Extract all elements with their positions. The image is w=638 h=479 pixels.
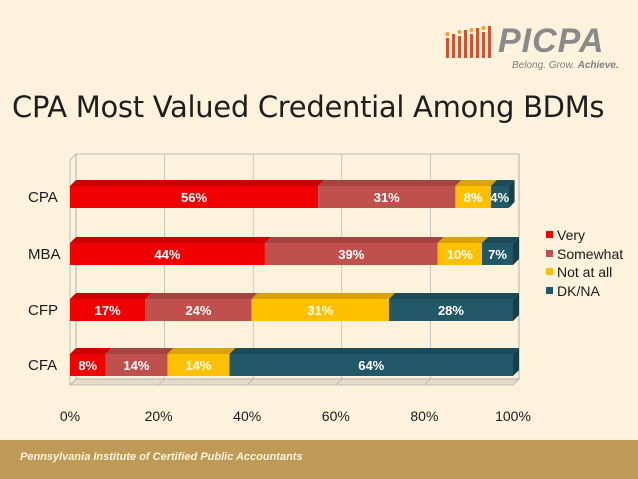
data-label: 10% <box>447 247 473 262</box>
bar-segment <box>251 299 389 321</box>
data-label: 31% <box>374 190 400 205</box>
data-label: 39% <box>338 247 364 262</box>
bar-segment <box>70 243 265 265</box>
data-label: 14% <box>123 358 149 373</box>
stacked-bar-chart: 0% 20% 40% 60% 80% 100% CPA 56% 31% 8% 4% MBA 44% 39%… <box>28 153 623 424</box>
data-label: 31% <box>307 303 333 318</box>
legend-label: DK/NA <box>557 283 600 299</box>
footer-text: Pennsylvania Institute of Certified Publ… <box>20 451 303 463</box>
bar-segment <box>481 243 513 265</box>
gridline-floor <box>158 378 165 386</box>
bar-top-face <box>388 293 519 299</box>
people-icon <box>445 26 491 58</box>
data-label: 28% <box>438 303 464 318</box>
gridline-floor <box>335 378 343 386</box>
bar-segment <box>167 354 230 376</box>
x-tick-label: 80% <box>410 408 438 424</box>
legend-swatch <box>546 268 553 275</box>
bar-top-face <box>251 293 395 299</box>
bar-top-face <box>70 237 271 243</box>
data-label: 56% <box>181 190 207 205</box>
bar-segment <box>264 243 438 265</box>
bar-segment <box>455 186 491 208</box>
bar-top-face <box>455 180 497 186</box>
bar-top-face <box>70 348 112 354</box>
bar-top-face <box>481 237 519 243</box>
logo-wordmark: PICPA <box>498 22 605 60</box>
bar-segment <box>70 186 319 208</box>
data-label: 64% <box>358 358 384 373</box>
bar-segment <box>70 299 146 321</box>
legend-swatch <box>546 250 553 257</box>
gridline-floor <box>69 378 77 386</box>
bar-segment <box>388 299 513 321</box>
category-label: CFP <box>28 302 58 319</box>
bar-side-face <box>513 293 519 321</box>
category-label: CFA <box>28 357 57 374</box>
bar-segment <box>105 354 168 376</box>
bar-side-face <box>508 180 515 208</box>
gridline-floor <box>246 378 254 386</box>
bar-top-face <box>490 180 515 186</box>
x-tick-label: 0% <box>60 408 80 424</box>
legend-label: Somewhat <box>557 246 623 262</box>
data-label: 8% <box>78 358 97 373</box>
plot-edge <box>69 153 77 161</box>
x-tick-label: 100% <box>495 408 531 424</box>
bar-segment <box>229 354 514 376</box>
data-label: 24% <box>185 303 211 318</box>
x-tick-label: 40% <box>233 408 261 424</box>
footer-band: Pennsylvania Institute of Certified Publ… <box>0 440 638 479</box>
legend-label: Very <box>557 227 585 243</box>
category-label: CPA <box>28 189 58 206</box>
bar-segment <box>490 186 509 208</box>
slide-title: CPA Most Valued Credential Among BDMs <box>12 90 605 124</box>
bar-segment <box>70 354 106 376</box>
data-label: 14% <box>185 358 211 373</box>
bar-segment <box>437 243 482 265</box>
bar-side-face <box>513 348 519 376</box>
picpa-logo: PICPA Belong. Grow. Achieve. <box>442 20 622 76</box>
bar-top-face <box>105 348 174 354</box>
bar-top-face <box>437 237 488 243</box>
bar-top-face <box>167 348 236 354</box>
plot-floor <box>69 378 520 386</box>
logo-tagline: Belong. Grow. Achieve. <box>512 60 619 71</box>
data-label: 17% <box>95 303 121 318</box>
legend-label: Not at all <box>557 264 612 280</box>
bar-segment <box>318 186 456 208</box>
bar-top-face <box>70 180 325 186</box>
bar-top-face <box>70 293 152 299</box>
bar-side-face <box>513 237 519 265</box>
legend-swatch <box>546 287 553 294</box>
category-label: MBA <box>28 246 61 263</box>
bar-top-face <box>264 237 444 243</box>
bar-top-face <box>229 348 520 354</box>
x-tick-label: 20% <box>145 408 173 424</box>
x-tick-label: 60% <box>322 408 350 424</box>
data-label: 4% <box>490 190 509 205</box>
data-label: 8% <box>464 190 483 205</box>
gridline-floor <box>512 378 520 386</box>
data-label: 44% <box>154 247 180 262</box>
gridline-floor <box>424 378 431 386</box>
bar-top-face <box>318 180 462 186</box>
bar-top-face <box>145 293 258 299</box>
data-label: 7% <box>488 247 507 262</box>
bar-segment <box>145 299 252 321</box>
legend-swatch <box>546 231 553 238</box>
